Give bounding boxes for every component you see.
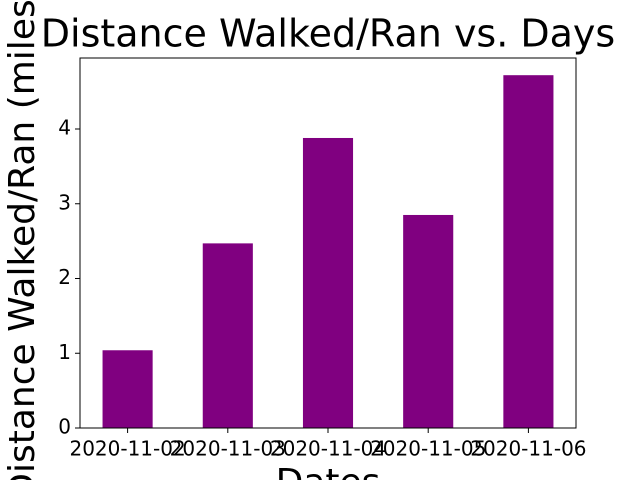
y-tick-label: 3 (58, 190, 71, 214)
y-tick-label: 2 (58, 265, 71, 289)
bar (403, 214, 454, 428)
y-tick-label: 0 (58, 415, 71, 439)
bar (202, 243, 253, 428)
x-tick-label: 2020-11-03 (170, 437, 286, 461)
x-axis-label: Dates (276, 462, 381, 480)
bar (503, 75, 554, 428)
plot-frame (79, 57, 577, 429)
bar (302, 137, 354, 428)
y-tick-label: 1 (58, 340, 71, 364)
y-axis-label: Distance Walked/Ran (miles) (2, 0, 43, 480)
y-tick-label: 4 (58, 116, 71, 140)
x-tick-label: 2020-11-06 (470, 437, 586, 461)
bar (102, 350, 153, 428)
chart-title: Distance Walked/Ran vs. Days (41, 12, 615, 56)
x-tick-label: 2020-11-04 (270, 437, 386, 461)
x-tick-label: 2020-11-02 (69, 437, 185, 461)
x-tick-label: 2020-11-05 (370, 437, 486, 461)
